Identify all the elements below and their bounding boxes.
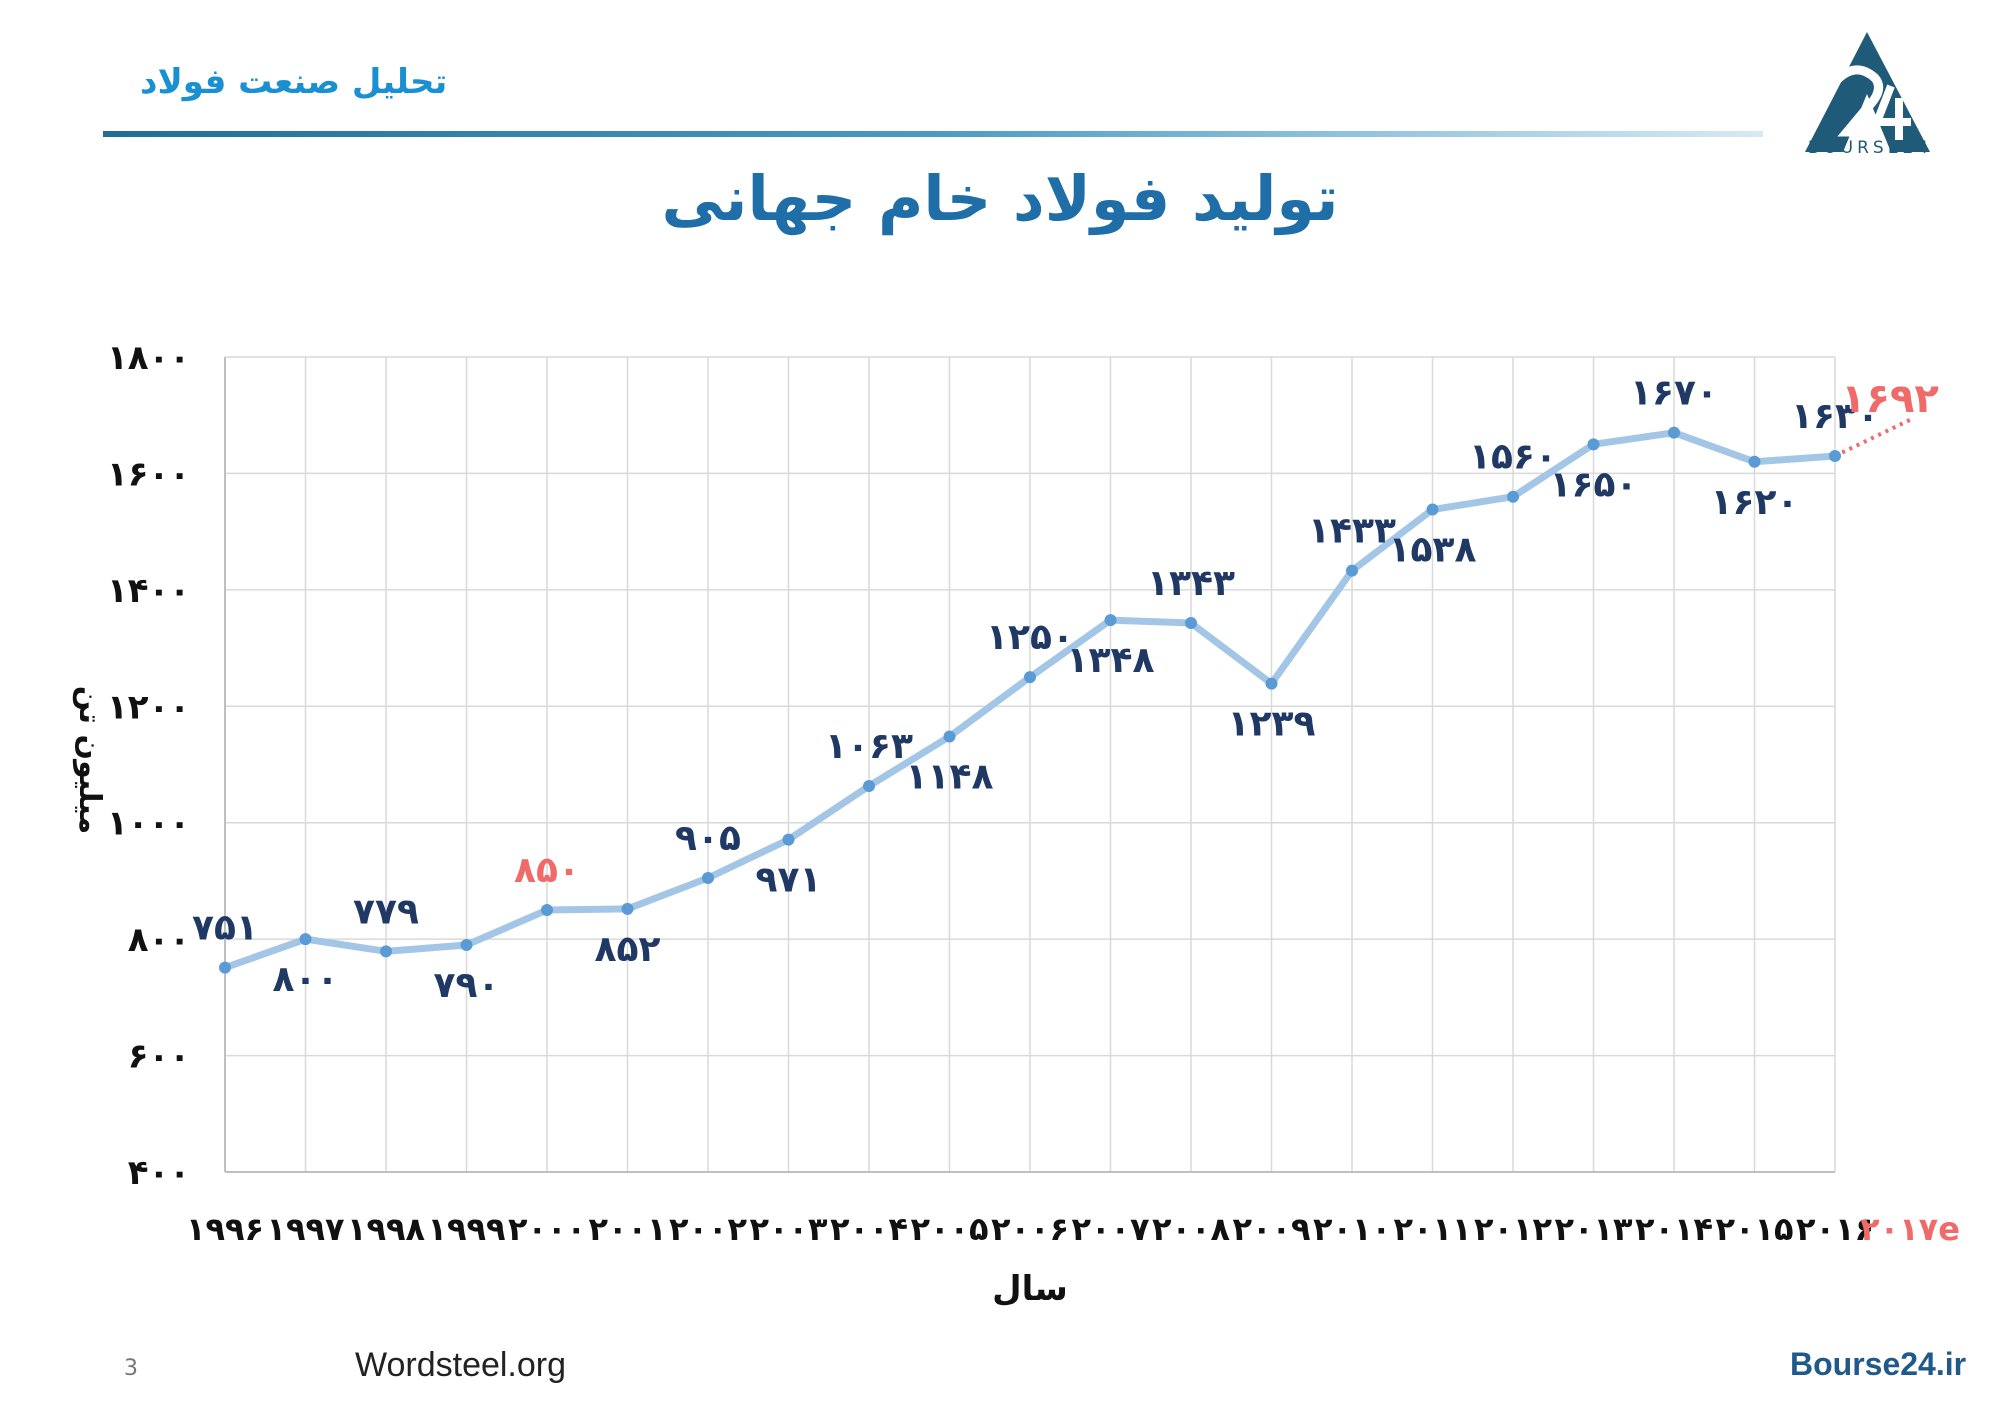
- x-axis-label: سال: [992, 1269, 1068, 1309]
- y-tick-label: ۸۰۰: [128, 920, 190, 960]
- x-tick-label: ۱۹۹۶: [186, 1210, 264, 1248]
- data-label: ۱۶۲۰: [1711, 482, 1799, 523]
- data-point: [782, 833, 795, 846]
- data-label: ۷۷۹: [353, 891, 419, 932]
- data-point: [1587, 438, 1600, 451]
- data-label: ۱۶۳۰: [1791, 396, 1879, 437]
- x-tick-label: ۲۰۰۳: [749, 1210, 828, 1248]
- data-label: ۱۶۵۰: [1550, 464, 1638, 505]
- data-label: ۱۴۳۳: [1308, 511, 1396, 552]
- bourse24-logo: [1805, 32, 1930, 152]
- data-label: ۹۰۵: [675, 818, 741, 859]
- y-tick-label: ۱۴۰۰: [107, 571, 190, 611]
- data-label: ۱۳۴۸: [1067, 640, 1155, 681]
- data-point: [299, 933, 312, 946]
- y-tick-label: ۶۰۰: [128, 1037, 190, 1077]
- data-label: ۱۵۶۰: [1469, 437, 1557, 478]
- estimate-line: [1834, 418, 1911, 458]
- data-point: [460, 938, 473, 951]
- data-point: [1346, 564, 1358, 577]
- chart-title: تولید فولاد خام جهانی: [661, 162, 1339, 235]
- x-tick-label: ۲۰۰۶: [991, 1210, 1069, 1248]
- data-point: [1748, 455, 1761, 468]
- x-tick-label: ۲۰۰۹: [1232, 1210, 1310, 1248]
- data-label: ۱۳۴۳: [1147, 563, 1235, 604]
- x-tick-label: ۲۰۰۱: [588, 1210, 666, 1248]
- data-point: [943, 730, 956, 743]
- logo-text: BOURSE24: [1807, 138, 1933, 158]
- x-tick-label: ۲۰۱۵: [1715, 1210, 1793, 1248]
- data-label: ۱۵۳۸: [1389, 530, 1477, 571]
- data-label: ۱۲۵۰: [986, 617, 1074, 658]
- section-title: تحلیل صنعت فولاد: [140, 62, 448, 102]
- x-tick-label: ۲۰۱۱: [1393, 1210, 1471, 1248]
- x-tick-label: ۲۰۰۰: [508, 1210, 586, 1248]
- data-point: [621, 902, 634, 915]
- data-point: [1668, 426, 1680, 439]
- data-label: ۱۱۴۸: [906, 757, 994, 798]
- x-tick-label: ۲۰۱۰: [1313, 1210, 1391, 1248]
- data-point: [863, 780, 875, 793]
- data-point: [1024, 671, 1036, 684]
- data-label: ۱۲۳۹: [1228, 704, 1316, 745]
- data-label: ۹۷۱: [756, 860, 822, 901]
- x-tick-label-estimate: ۲۰۱۷e: [1860, 1210, 1960, 1248]
- x-tick-label: ۱۹۹۹: [427, 1210, 505, 1248]
- data-point: [1185, 617, 1197, 630]
- x-tick-label: ۲۰۰۲: [669, 1210, 748, 1248]
- y-tick-label: ۱۲۰۰: [107, 687, 190, 727]
- y-tick-label: ۱۰۰۰: [107, 804, 190, 844]
- x-tick-label: ۲۰۰۴: [830, 1210, 908, 1248]
- x-tick-label: ۲۰۰۸: [1152, 1210, 1231, 1248]
- data-label: ۷۹۰: [434, 965, 500, 1006]
- x-tick-label: ۲۰۱۳: [1554, 1210, 1633, 1248]
- y-tick-label: ۴۰۰: [128, 1153, 190, 1193]
- x-tick-label: ۲۰۱۲: [1474, 1210, 1553, 1248]
- data-point: [702, 872, 714, 885]
- x-tick-label: ۱۹۹۸: [347, 1210, 426, 1248]
- data-point: [1507, 490, 1519, 503]
- y-tick-label: ۱۶۰۰: [107, 454, 190, 494]
- data-point: [1265, 677, 1278, 690]
- data-point: [1426, 503, 1439, 516]
- estimate-label: ۱۶۹۲: [1841, 376, 1939, 422]
- x-tick-label: ۲۰۱۶: [1796, 1210, 1874, 1248]
- data-point: [1829, 449, 1841, 462]
- data-point: [380, 945, 392, 958]
- y-tick-label: ۱۸۰۰: [107, 338, 190, 378]
- data-label: ۸۵۲: [595, 929, 661, 970]
- data-point: [1104, 614, 1117, 627]
- data-label: ۱۰۶۳: [825, 726, 913, 767]
- x-tick-label: ۲۰۱۴: [1635, 1210, 1713, 1248]
- data-label: ۸۰۰: [273, 959, 339, 1000]
- data-label: ۷۵۱: [192, 908, 258, 949]
- header-divider: [103, 131, 1763, 137]
- source-credit: Wordsteel.org: [355, 1346, 567, 1384]
- data-label: ۸۵۰: [514, 850, 580, 891]
- x-tick-label: ۱۹۹۷: [266, 1210, 345, 1248]
- y-axis-label: میلیون تن: [72, 686, 107, 834]
- data-point: [219, 961, 231, 974]
- page-number: 3: [124, 1356, 138, 1381]
- website-credit: Bourse24.ir: [1790, 1346, 1967, 1382]
- data-point: [541, 904, 553, 917]
- data-label: ۱۶۷۰: [1630, 373, 1718, 414]
- x-tick-label: ۲۰۰۵: [910, 1210, 988, 1248]
- x-tick-label: ۲۰۰۷: [1071, 1210, 1150, 1248]
